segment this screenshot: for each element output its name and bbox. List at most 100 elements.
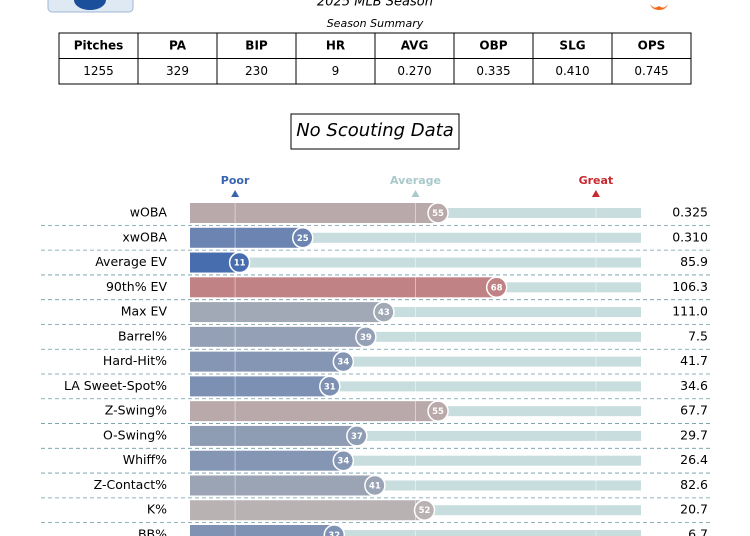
stat-value: 29.7 <box>680 427 708 442</box>
row-label: LA Sweet-Spot% <box>64 378 167 393</box>
percentile-label: 55 <box>432 407 444 417</box>
player-photo-cap <box>74 0 106 10</box>
stat-value: 7.5 <box>688 328 708 343</box>
table-cell: 9 <box>332 64 340 78</box>
percentile-label: 52 <box>419 506 431 516</box>
stat-value: 82.6 <box>680 477 708 492</box>
table-cell-box <box>611 58 692 85</box>
track <box>190 257 641 268</box>
table-header: BIP <box>245 38 268 52</box>
row-label: wOBA <box>130 205 168 220</box>
bar <box>190 475 375 496</box>
table-header: AVG <box>401 38 429 52</box>
percentile-dot <box>228 251 251 274</box>
percentile-label: 55 <box>432 209 444 219</box>
track <box>190 455 641 466</box>
row-label: Average EV <box>95 254 167 269</box>
table-header: SLG <box>559 38 585 52</box>
stat-value: 0.325 <box>672 205 708 220</box>
table-cell: 0.745 <box>634 64 668 78</box>
stat-value: 6.7 <box>688 527 708 536</box>
table-cell: 230 <box>245 64 268 78</box>
percentile-label: 37 <box>351 432 363 442</box>
table-header: Pitches <box>74 38 124 52</box>
row-label: BB% <box>138 527 167 536</box>
bar <box>190 277 497 298</box>
table-cell: 0.270 <box>397 64 431 78</box>
stat-value: 41.7 <box>680 353 708 368</box>
percentile-dot <box>373 301 395 323</box>
track <box>190 356 641 367</box>
table-cell-box <box>453 58 534 85</box>
percentile-dot <box>319 375 341 398</box>
bar <box>190 500 425 521</box>
table-header-cell <box>453 32 534 59</box>
track <box>190 480 641 491</box>
row-label: Max EV <box>121 304 168 319</box>
table-cell-box <box>532 58 613 85</box>
row-label: 90th% EV <box>106 279 167 294</box>
table-header: PA <box>169 38 187 52</box>
table-header: OPS <box>638 38 666 52</box>
percentile-label: 32 <box>328 531 340 536</box>
percentile-dot <box>332 449 355 472</box>
table-cell: 329 <box>166 64 189 78</box>
stat-value: 67.7 <box>680 403 708 418</box>
percentile-label: 34 <box>337 358 349 368</box>
row-label: Z-Swing% <box>105 403 167 418</box>
percentile-dot <box>427 400 449 422</box>
percentile-label: 43 <box>378 308 390 318</box>
title: 2025 MLB Season <box>317 0 433 10</box>
table-cell-box <box>216 58 297 85</box>
track <box>190 530 641 536</box>
track <box>190 331 641 342</box>
track <box>190 307 641 318</box>
row-label: O-Swing% <box>103 427 167 442</box>
bar <box>190 203 439 223</box>
notice-box <box>290 113 460 150</box>
track <box>190 381 641 392</box>
table-cell-box <box>295 58 376 85</box>
percentile-dot <box>346 425 368 447</box>
bar <box>190 525 335 536</box>
bar <box>190 326 366 347</box>
row-label: K% <box>147 502 167 517</box>
table-header-cell <box>295 32 376 59</box>
percentile-label: 11 <box>234 259 246 269</box>
scale-label: Great <box>579 174 614 187</box>
table-cell-box <box>137 58 218 85</box>
scale-label: Poor <box>221 174 250 187</box>
row-label: Hard-Hit% <box>103 353 167 368</box>
table-cell: 0.335 <box>476 64 510 78</box>
table-cell: 1255 <box>83 64 114 78</box>
scale-label: Average <box>390 174 441 187</box>
stat-value: 85.9 <box>680 254 708 269</box>
row-label: Z-Contact% <box>94 477 167 492</box>
bar <box>190 351 344 372</box>
percentile-label: 25 <box>297 234 309 244</box>
scale-marker <box>231 190 240 197</box>
percentile-label: 39 <box>360 333 372 343</box>
percentile-dot <box>364 474 386 497</box>
percentile-label: 41 <box>369 481 381 491</box>
bar <box>190 450 344 471</box>
stat-value: 106.3 <box>672 279 708 294</box>
scale-marker <box>591 190 600 197</box>
team-logo <box>650 4 668 10</box>
table-header: OBP <box>479 38 507 52</box>
stat-value: 20.7 <box>680 502 708 517</box>
stat-value: 34.6 <box>680 378 708 393</box>
track <box>190 430 641 441</box>
table-header: HR <box>326 38 345 52</box>
stat-value: 26.4 <box>680 452 708 467</box>
scale-marker <box>411 190 420 197</box>
percentile-label: 31 <box>324 382 336 392</box>
bar <box>190 227 303 248</box>
row-label: Barrel% <box>118 328 167 343</box>
track <box>190 232 641 243</box>
percentile-dot <box>292 227 314 249</box>
percentile-dot <box>427 202 449 224</box>
table-header-cell <box>611 32 692 59</box>
bar <box>190 401 439 422</box>
